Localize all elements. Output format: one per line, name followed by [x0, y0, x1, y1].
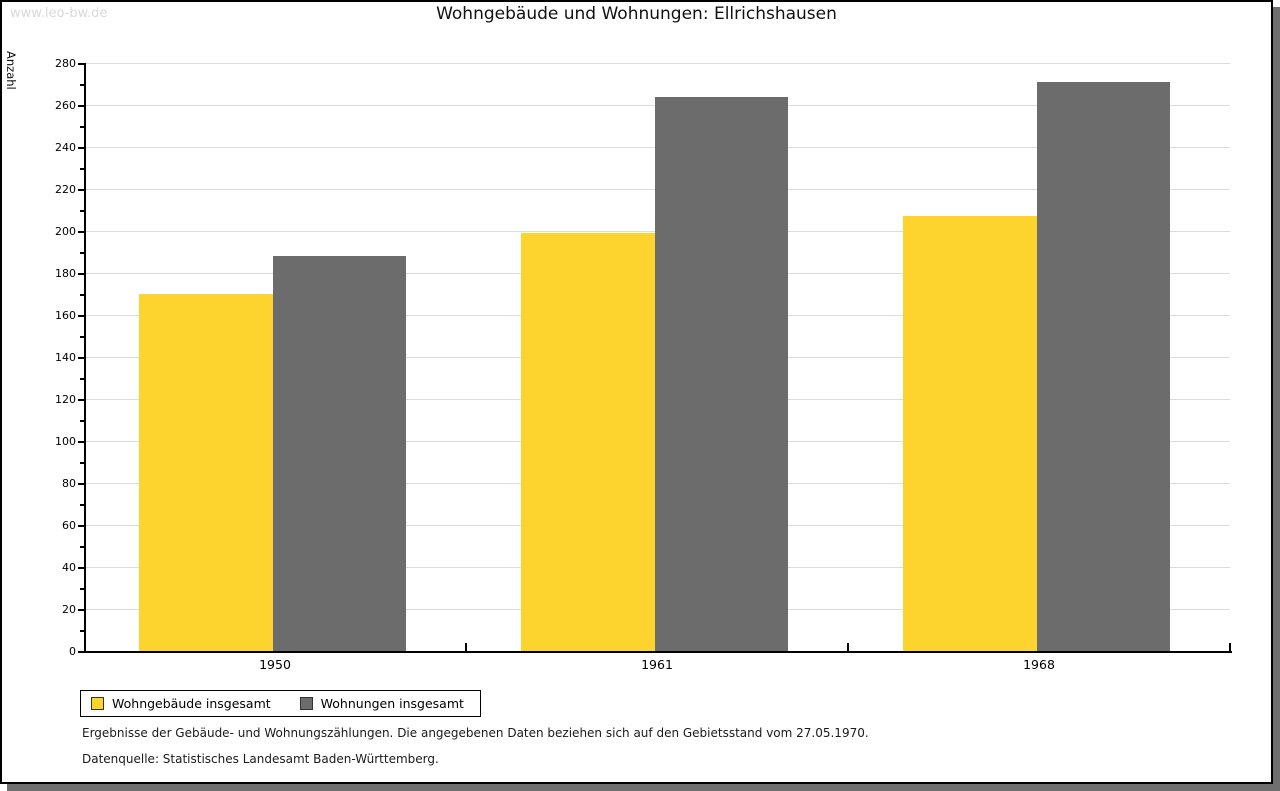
- x-axis-line: [84, 651, 1232, 653]
- y-axis-major-tick: [78, 63, 84, 65]
- y-axis-minor-tick: [80, 168, 84, 170]
- y-axis-tick-label: 160: [55, 309, 76, 322]
- y-axis-major-tick: [78, 483, 84, 485]
- y-axis-minor-tick: [80, 84, 84, 86]
- y-axis-major-tick: [78, 399, 84, 401]
- y-axis-minor-tick: [80, 336, 84, 338]
- bar-1968-series-2: [1036, 81, 1171, 651]
- bar-1968-series-1: [903, 216, 1037, 651]
- y-axis-minor-tick: [80, 546, 84, 548]
- legend-item-2: Wohnungen insgesamt: [299, 696, 464, 711]
- y-axis-minor-tick: [80, 378, 84, 380]
- y-axis-tick-label: 220: [55, 183, 76, 196]
- bar-1950-series-2: [272, 256, 407, 651]
- y-axis-line: [84, 63, 86, 653]
- gridline: [86, 63, 1230, 64]
- y-axis-minor-tick: [80, 210, 84, 212]
- bar-1961-series-1: [521, 233, 655, 651]
- footnote-line-1: Ergebnisse der Gebäude- und Wohnungszähl…: [82, 726, 869, 740]
- y-axis-minor-tick: [80, 126, 84, 128]
- y-axis-major-tick: [78, 525, 84, 527]
- y-axis-tick-label: 140: [55, 351, 76, 364]
- x-axis-tick-label: 1968: [1023, 657, 1055, 672]
- y-axis-major-tick: [78, 231, 84, 233]
- y-axis-major-tick: [78, 147, 84, 149]
- y-axis-major-tick: [78, 189, 84, 191]
- y-axis-minor-tick: [80, 504, 84, 506]
- y-axis-tick-label: 120: [55, 393, 76, 406]
- bar-1950-series-1: [139, 294, 273, 651]
- x-axis-boundary-tick: [847, 643, 849, 651]
- y-axis-tick-label: 260: [55, 99, 76, 112]
- y-axis-tick-label: 20: [62, 603, 76, 616]
- legend-item-1: Wohngebäude insgesamt: [91, 696, 271, 711]
- y-axis-tick-label: 0: [69, 645, 76, 658]
- chart-title: Wohngebäude und Wohnungen: Ellrichshause…: [436, 4, 837, 24]
- x-axis-boundary-tick: [465, 643, 467, 651]
- y-axis-label: Anzahl: [4, 51, 18, 90]
- y-axis-major-tick: [78, 567, 84, 569]
- bar-1961-series-2: [654, 96, 789, 651]
- x-axis-tick-label: 1950: [259, 657, 291, 672]
- y-axis-tick-label: 100: [55, 435, 76, 448]
- y-axis-minor-tick: [80, 294, 84, 296]
- y-axis-major-tick: [78, 357, 84, 359]
- y-axis-major-tick: [78, 651, 84, 653]
- watermark: www.leo-bw.de: [10, 6, 108, 21]
- y-axis-tick-label: 80: [62, 477, 76, 490]
- y-axis-minor-tick: [80, 462, 84, 464]
- x-axis-tick-label: 1961: [641, 657, 673, 672]
- y-axis-tick-label: 180: [55, 267, 76, 280]
- legend-item-label: Wohnungen insgesamt: [320, 696, 464, 711]
- legend: Wohngebäude insgesamt Wohnungen insgesamt: [80, 690, 481, 717]
- y-axis-minor-tick: [80, 588, 84, 590]
- y-axis-tick-label: 40: [62, 561, 76, 574]
- y-axis-major-tick: [78, 441, 84, 443]
- y-axis-tick-label: 280: [55, 57, 76, 70]
- footnote-line-2: Datenquelle: Statistisches Landesamt Bad…: [82, 752, 439, 766]
- x-axis-boundary-tick: [1229, 643, 1231, 651]
- y-axis-major-tick: [78, 315, 84, 317]
- y-axis-minor-tick: [80, 252, 84, 254]
- legend-swatch-icon: [91, 697, 104, 710]
- y-axis-tick-label: 240: [55, 141, 76, 154]
- legend-item-label: Wohngebäude insgesamt: [112, 696, 271, 711]
- y-axis-minor-tick: [80, 630, 84, 632]
- legend-swatch-icon: [299, 697, 313, 710]
- y-axis-major-tick: [78, 273, 84, 275]
- y-axis-tick-label: 200: [55, 225, 76, 238]
- y-axis-major-tick: [78, 609, 84, 611]
- y-axis-tick-label: 60: [62, 519, 76, 532]
- y-axis-major-tick: [78, 105, 84, 107]
- y-axis-minor-tick: [80, 420, 84, 422]
